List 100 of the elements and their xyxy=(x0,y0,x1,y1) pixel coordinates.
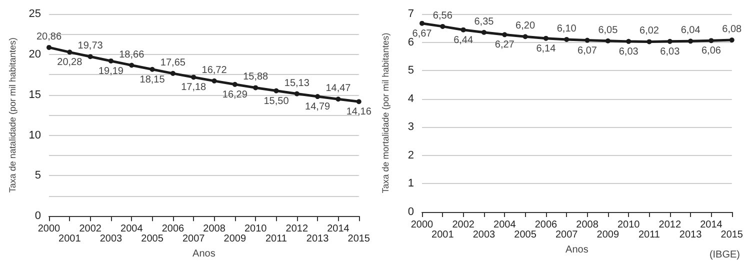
y-tick-label: 0 xyxy=(34,210,41,222)
x-tick-label: 2003 xyxy=(472,230,496,240)
data-label: 16,29 xyxy=(222,89,248,100)
point xyxy=(522,34,528,40)
x-tick-label: 2014 xyxy=(327,224,350,235)
x-tick-label: 2010 xyxy=(617,220,640,230)
x-tick-label: 2002 xyxy=(79,224,102,235)
point xyxy=(274,88,279,94)
data-label: 6,35 xyxy=(474,16,494,28)
y-tick-label: 25 xyxy=(28,8,41,20)
data-label: 14,79 xyxy=(305,102,331,113)
y-tick-label: 2 xyxy=(408,149,414,162)
x-tick-label: 2008 xyxy=(576,220,599,230)
x-tick-label: 2009 xyxy=(224,234,246,245)
y-tick-label: 0 xyxy=(408,206,414,218)
x-tick-label: 2011 xyxy=(265,234,288,245)
data-label: 15,88 xyxy=(243,72,269,83)
data-label: 6,20 xyxy=(516,20,536,32)
x-tick-label: 2013 xyxy=(306,234,330,245)
point xyxy=(67,50,72,55)
x-tick-label: 2010 xyxy=(244,224,268,235)
x-tick-label: 2009 xyxy=(596,230,620,240)
data-label: 6,44 xyxy=(454,34,474,46)
data-label: 6,14 xyxy=(536,43,556,54)
data-label: 20,86 xyxy=(36,31,62,42)
y-tick-label: 6 xyxy=(408,36,414,48)
data-label: 6,03 xyxy=(660,46,680,58)
x-tick-label: 2011 xyxy=(638,230,660,240)
x-axis-title: Anos xyxy=(566,244,588,256)
data-label: 6,67 xyxy=(412,28,432,40)
data-label: 6,08 xyxy=(722,24,742,36)
x-tick-label: 2001 xyxy=(58,234,82,245)
x-tick-label: 2007 xyxy=(182,234,206,245)
y-tick-label: 5 xyxy=(34,170,41,182)
point xyxy=(460,27,466,32)
point xyxy=(212,78,217,84)
data-label: 15,50 xyxy=(264,96,290,107)
point xyxy=(336,96,341,102)
point xyxy=(420,20,424,26)
point xyxy=(646,39,652,44)
x-tick-label: 2005 xyxy=(141,234,164,245)
data-label: 17,18 xyxy=(181,82,207,94)
x-tick-label: 2006 xyxy=(162,224,185,235)
point xyxy=(150,66,155,72)
data-label: 6,10 xyxy=(556,23,577,34)
data-label: 6,27 xyxy=(494,40,515,51)
point xyxy=(626,38,632,44)
x-tick-label: 2006 xyxy=(534,220,558,230)
point xyxy=(688,38,694,44)
point xyxy=(543,36,548,41)
data-label: 19,19 xyxy=(98,66,124,77)
x-tick-label: 2002 xyxy=(452,220,475,230)
point xyxy=(584,38,590,43)
point xyxy=(88,54,93,60)
point xyxy=(440,24,446,29)
data-label: 6,06 xyxy=(701,46,722,57)
data-label: 6,07 xyxy=(578,45,598,56)
point xyxy=(294,91,300,96)
data-label: 20,28 xyxy=(57,57,83,68)
x-tick-label: 2008 xyxy=(203,224,226,235)
data-label: 17,65 xyxy=(160,57,186,68)
data-label: 6,03 xyxy=(618,46,639,58)
point xyxy=(46,44,52,50)
point xyxy=(191,74,196,80)
point xyxy=(356,99,362,104)
y-tick-label: 15 xyxy=(28,88,41,101)
y-tick-label: 10 xyxy=(28,129,41,142)
y-tick-label: 5 xyxy=(408,64,414,77)
point xyxy=(232,82,238,87)
x-tick-label: 2004 xyxy=(120,224,144,235)
point xyxy=(129,62,134,68)
data-label: 14,16 xyxy=(346,106,372,118)
point xyxy=(708,38,714,44)
text: (IBGE) xyxy=(709,250,740,260)
point xyxy=(108,58,114,64)
data-label: 6,05 xyxy=(598,24,618,36)
point xyxy=(253,85,258,90)
point xyxy=(481,30,486,35)
data-label: 18,66 xyxy=(119,49,145,60)
data-label: 6,02 xyxy=(640,26,660,37)
data-label: 19,73 xyxy=(78,40,104,52)
x-tick-label: 2012 xyxy=(658,220,682,230)
x-tick-label: 2001 xyxy=(432,230,454,240)
y-tick-label: 7 xyxy=(408,8,414,20)
point xyxy=(605,38,610,44)
x-tick-label: 2003 xyxy=(100,234,123,245)
y-tick-label: 20 xyxy=(28,48,41,60)
y-axis-title: Taxa de natalidade (por mil habitantes) xyxy=(8,38,18,193)
x-tick-label: 2013 xyxy=(679,230,702,240)
x-tick-label: 2014 xyxy=(700,220,723,230)
x-tick-label: 2015 xyxy=(720,230,744,240)
x-tick-label: 2000 xyxy=(410,220,434,230)
data-label: 6,04 xyxy=(680,25,701,36)
x-axis-title: Anos xyxy=(192,248,216,260)
y-tick-label: 4 xyxy=(408,92,414,105)
x-tick-label: 2005 xyxy=(514,230,537,240)
data-label: 15,13 xyxy=(284,78,310,89)
point xyxy=(667,38,672,44)
point xyxy=(170,70,176,76)
point xyxy=(564,36,570,42)
